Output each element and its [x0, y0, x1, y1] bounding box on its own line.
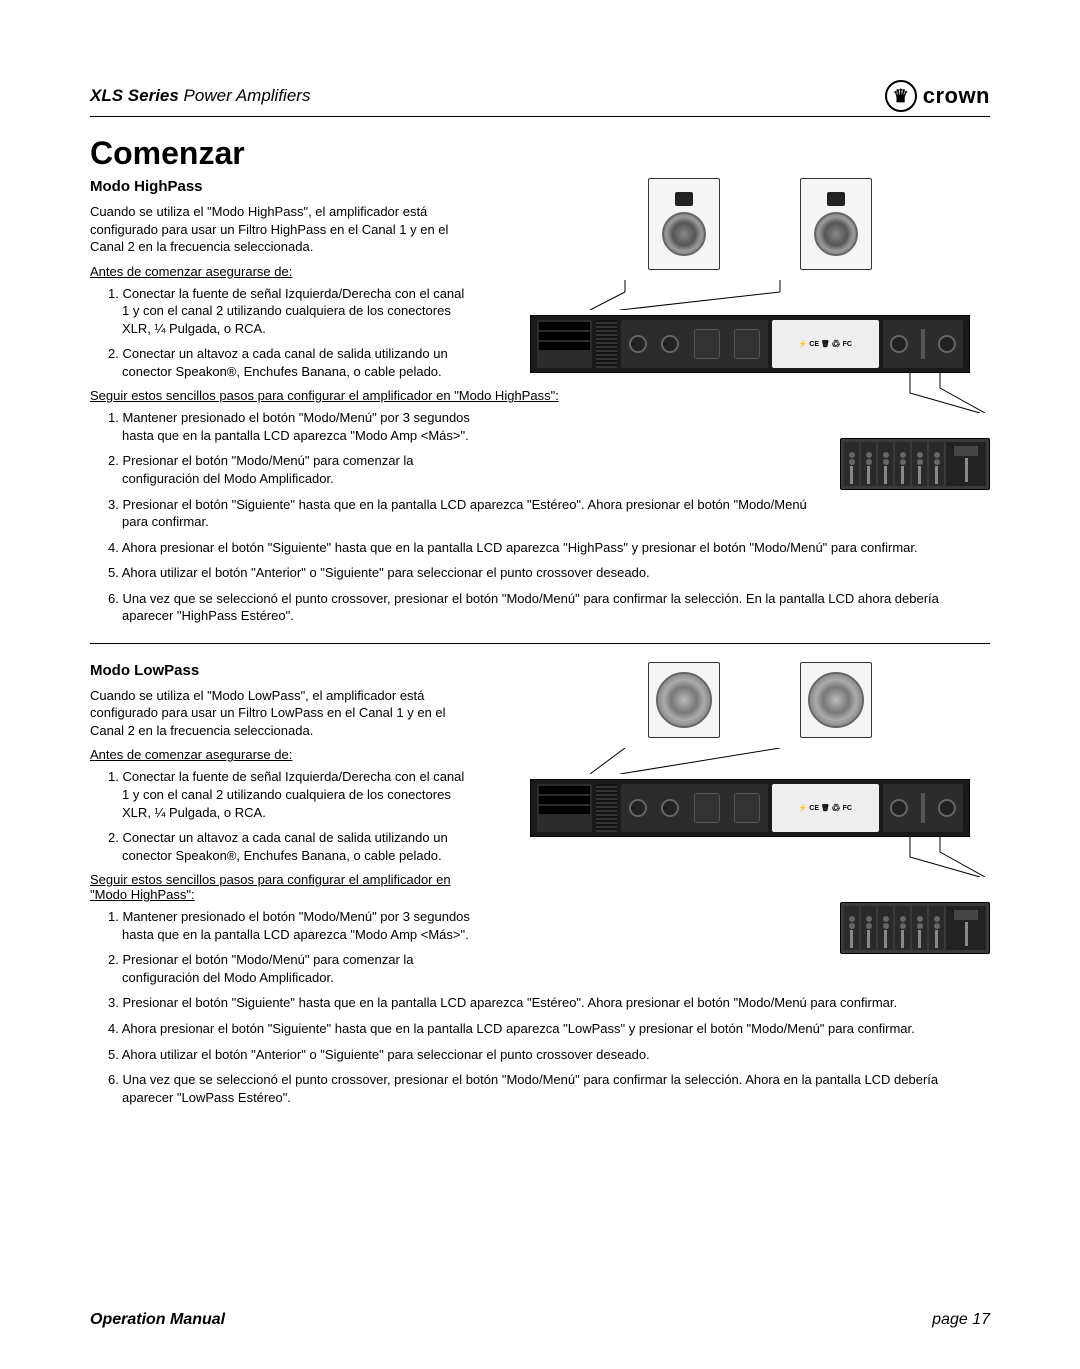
list-item: 3. Presionar el botón "Siguiente" hasta …: [108, 496, 808, 531]
lowpass-cfg-head: Seguir estos sencillos pasos para config…: [90, 872, 470, 902]
speaker-wires-icon: [530, 748, 990, 774]
highpass-pre-steps: 1. Conectar la fuente de señal Izquierda…: [90, 285, 470, 381]
mixer-icon: [840, 438, 990, 490]
list-item: 2. Conectar un altavoz a cada canal de s…: [108, 829, 470, 864]
amplifier-rear-icon: ⚡ CE 🗑 ♻ FC: [530, 315, 970, 373]
lowpass-section: Modo LowPass ⚡ CE 🗑 ♻ FC: [90, 662, 990, 1106]
list-item: 2. Presionar el botón "Modo/Menú" para c…: [108, 452, 478, 487]
speaker-wires-icon: [530, 280, 990, 310]
list-item: 1. Conectar la fuente de señal Izquierda…: [108, 285, 470, 338]
speaker-right-icon: [800, 178, 872, 270]
lowpass-cfg-steps-wide: 3. Presionar el botón "Siguiente" hasta …: [90, 994, 990, 1106]
highpass-pre-head: Antes de comenzar asegurarse de:: [90, 264, 470, 279]
list-item: 4. Ahora presionar el botón "Siguiente" …: [108, 1020, 990, 1038]
list-item: 6. Una vez que se seleccionó el punto cr…: [108, 1071, 990, 1106]
lowpass-intro: Cuando se utiliza el "Modo LowPass", el …: [90, 687, 470, 740]
list-item: 1. Conectar la fuente de señal Izquierda…: [108, 768, 470, 821]
list-item: 4. Ahora presionar el botón "Siguiente" …: [108, 539, 990, 557]
highpass-intro: Cuando se utiliza el "Modo HighPass", el…: [90, 203, 470, 256]
list-item: 2. Conectar un altavoz a cada canal de s…: [108, 345, 470, 380]
series-title: XLS Series Power Amplifiers: [90, 86, 310, 106]
footer-left: Operation Manual: [90, 1311, 225, 1329]
highpass-diagram: ⚡ CE 🗑 ♻ FC: [530, 178, 990, 490]
footer-right: page 17: [932, 1311, 990, 1329]
subwoofer-right-icon: [800, 662, 872, 738]
cert-label: ⚡ CE 🗑 ♻ FC: [772, 320, 879, 368]
amplifier-rear-icon: ⚡ CE 🗑 ♻ FC: [530, 779, 970, 837]
page-footer: Operation Manual page 17: [90, 1311, 990, 1329]
series-bold: XLS Series: [90, 86, 179, 105]
speaker-left-icon: [648, 178, 720, 270]
crown-logo-icon: ♛: [885, 80, 917, 112]
list-item: 6. Una vez que se seleccionó el punto cr…: [108, 590, 990, 625]
page-header: XLS Series Power Amplifiers ♛ crown: [90, 80, 990, 117]
brand-logo: ♛ crown: [885, 80, 990, 112]
subwoofer-left-icon: [648, 662, 720, 738]
list-item: 5. Ahora utilizar el botón "Anterior" o …: [108, 1046, 990, 1064]
lowpass-pre-steps: 1. Conectar la fuente de señal Izquierda…: [90, 768, 470, 864]
brand-text: crown: [923, 83, 990, 109]
series-light: Power Amplifiers: [179, 86, 311, 105]
mixer-icon: [840, 902, 990, 954]
lowpass-cfg-steps-narrow: 1. Mantener presionado el botón "Modo/Me…: [90, 908, 470, 986]
list-item: 3. Presionar el botón "Siguiente" hasta …: [108, 994, 990, 1012]
lowpass-diagram: ⚡ CE 🗑 ♻ FC: [530, 662, 990, 954]
divider: [90, 643, 990, 644]
list-item: 1. Mantener presionado el botón "Modo/Me…: [108, 409, 478, 444]
lowpass-pre-head: Antes de comenzar asegurarse de:: [90, 747, 470, 762]
list-item: 5. Ahora utilizar el botón "Anterior" o …: [108, 564, 990, 582]
list-item: 2. Presionar el botón "Modo/Menú" para c…: [108, 951, 470, 986]
list-item: 1. Mantener presionado el botón "Modo/Me…: [108, 908, 470, 943]
cert-label: ⚡ CE 🗑 ♻ FC: [772, 784, 879, 832]
input-wires-icon: [530, 837, 990, 877]
page-title: Comenzar: [90, 135, 990, 172]
highpass-section: Modo HighPass ⚡ CE 🗑 ♻ FC: [90, 178, 990, 625]
input-wires-icon: [530, 373, 990, 413]
